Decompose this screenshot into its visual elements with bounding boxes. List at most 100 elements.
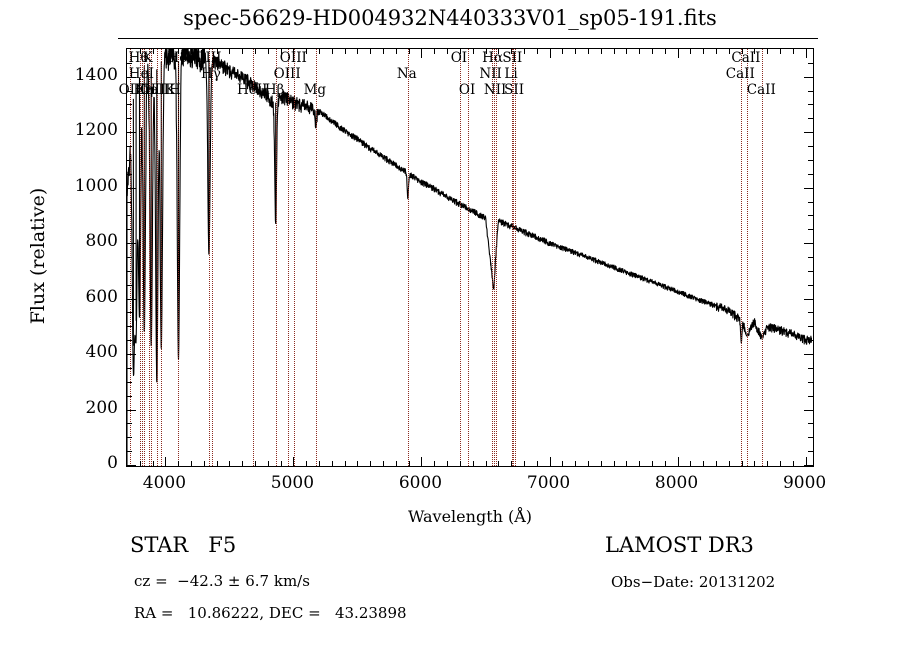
line-marker-label: HeII (237, 82, 268, 98)
line-marker (741, 49, 743, 466)
line-marker-label: SII (504, 82, 525, 98)
line-marker (142, 49, 144, 466)
y-tick-label: 800 (85, 231, 118, 252)
y-tick-minor (127, 62, 132, 64)
x-tick-minor (587, 461, 589, 466)
line-marker-label: HeI (128, 66, 154, 82)
line-marker (139, 49, 141, 466)
x-tick-minor (613, 49, 615, 54)
x-tick-label: 8000 (654, 473, 699, 493)
x-tick-minor (792, 461, 794, 466)
x-tick (165, 49, 167, 58)
y-tick-label: 0 (107, 453, 118, 473)
y-tick-minor (127, 159, 132, 161)
y-tick (804, 465, 813, 466)
y-tick-label: 1400 (74, 64, 118, 85)
y-tick (804, 409, 813, 411)
y-tick-minor (808, 159, 813, 161)
line-marker (294, 49, 296, 466)
x-tick-minor (370, 461, 372, 466)
x-tick-minor (779, 461, 781, 466)
x-tick-minor (344, 461, 346, 466)
page-title: spec-56629-HD004932N440333V01_sp05-191.f… (183, 6, 717, 30)
x-tick (293, 49, 295, 58)
y-tick-minor (808, 437, 813, 439)
x-tick-minor (472, 49, 474, 54)
y-tick (804, 243, 813, 245)
x-tick-minor (408, 49, 410, 54)
x-tick-minor (626, 49, 628, 54)
x-tick-minor (485, 461, 487, 466)
x-tick-minor (434, 49, 436, 54)
x-tick-minor (331, 461, 333, 466)
x-tick-minor (434, 461, 436, 466)
x-tick-minor (242, 461, 244, 466)
x-tick-minor (459, 461, 461, 466)
x-tick-minor (280, 49, 282, 54)
line-marker-label: Hη (133, 82, 154, 98)
x-tick-minor (728, 49, 730, 54)
x-tick (549, 457, 551, 466)
x-tick-minor (203, 49, 205, 54)
y-tick-minor (808, 215, 813, 217)
y-tick-label: 1000 (74, 175, 118, 196)
x-tick-minor (498, 461, 500, 466)
y-tick-minor (127, 173, 132, 175)
line-marker (178, 49, 180, 466)
x-tick-minor (319, 49, 321, 54)
y-tick-minor (808, 395, 813, 397)
y-tick-minor (808, 312, 813, 314)
y-tick-minor (127, 257, 132, 258)
spectral-class-label: F5 (208, 533, 237, 557)
x-tick-minor (536, 461, 538, 466)
x-tick-minor (587, 49, 589, 54)
line-marker (459, 49, 461, 466)
line-marker (762, 49, 764, 466)
x-tick (677, 49, 679, 58)
y-tick (804, 187, 813, 189)
x-tick (805, 457, 807, 466)
x-tick (805, 49, 807, 58)
y-tick-label: 400 (85, 342, 118, 363)
x-tick-minor (651, 49, 653, 54)
spectrum-curve (127, 49, 812, 465)
y-tick-minor (127, 381, 132, 383)
line-marker (253, 49, 255, 466)
y-tick-minor (808, 201, 813, 203)
y-tick (127, 465, 136, 466)
y-tick-minor (127, 90, 132, 92)
x-tick-minor (216, 461, 218, 466)
x-tick-minor (383, 49, 385, 54)
x-tick-minor (280, 461, 282, 466)
y-tick-minor (127, 367, 132, 369)
x-tick-minor (639, 49, 641, 54)
y-tick-minor (808, 229, 813, 231)
line-marker-label: CaII (746, 82, 776, 98)
line-marker-label: OIII (279, 50, 307, 66)
y-tick-minor (127, 340, 132, 342)
line-marker-label: OI (458, 82, 476, 98)
line-marker-label: OII (118, 82, 141, 98)
x-tick-minor (754, 49, 756, 54)
line-marker-label: Li (504, 66, 518, 82)
y-tick-minor (808, 340, 813, 342)
x-tick-minor (575, 49, 577, 54)
x-tick-minor (536, 49, 538, 54)
y-tick-minor (808, 270, 813, 272)
line-marker (288, 49, 290, 466)
x-tick-minor (715, 461, 717, 466)
x-tick-minor (754, 461, 756, 466)
x-tick-minor (447, 461, 449, 466)
y-tick-minor (808, 381, 813, 383)
x-tick-minor (562, 49, 564, 54)
x-tick-minor (511, 49, 513, 54)
x-tick-minor (306, 461, 308, 466)
x-tick-minor (664, 461, 666, 466)
x-tick-label: 7000 (526, 473, 571, 493)
x-tick-minor (191, 49, 193, 54)
title-underline (118, 38, 818, 39)
x-tick-minor (575, 461, 577, 466)
spectrum-plot (126, 48, 814, 467)
x-tick-minor (651, 461, 653, 466)
line-marker (512, 49, 513, 466)
